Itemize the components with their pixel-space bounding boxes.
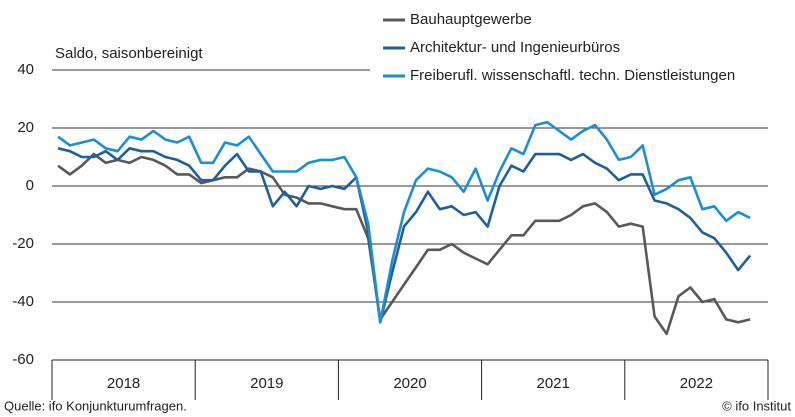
source-note: Quelle: ifo Konjunkturumfragen. [4, 398, 187, 413]
x-tick-label: 2019 [250, 375, 283, 392]
legend-label: Bauhauptgewerbe [410, 11, 532, 28]
y-tick-label: -20 [12, 235, 34, 252]
y-tick-label: -40 [12, 293, 34, 310]
x-tick-label: 2018 [107, 375, 140, 392]
x-tick-label: 2020 [393, 375, 426, 392]
legend-label: Freiberufl. wissenschaftl. techn. Dienst… [410, 67, 735, 84]
series-line [57, 147, 752, 324]
y-tick-label: 20 [17, 119, 34, 136]
legend-label: Architektur- und Ingenieurbüros [410, 39, 620, 56]
series-line [57, 152, 751, 336]
x-tick-label: 2021 [537, 375, 570, 392]
x-tick-label: 2022 [680, 375, 713, 392]
y-tick-label: 40 [17, 61, 34, 78]
chart-subtitle: Saldo, saisonbereinigt [55, 45, 203, 62]
series-line [57, 120, 751, 324]
copyright: © ifo Institut [722, 398, 791, 413]
y-tick-label: -60 [12, 351, 34, 368]
y-tick-label: 0 [26, 177, 34, 194]
